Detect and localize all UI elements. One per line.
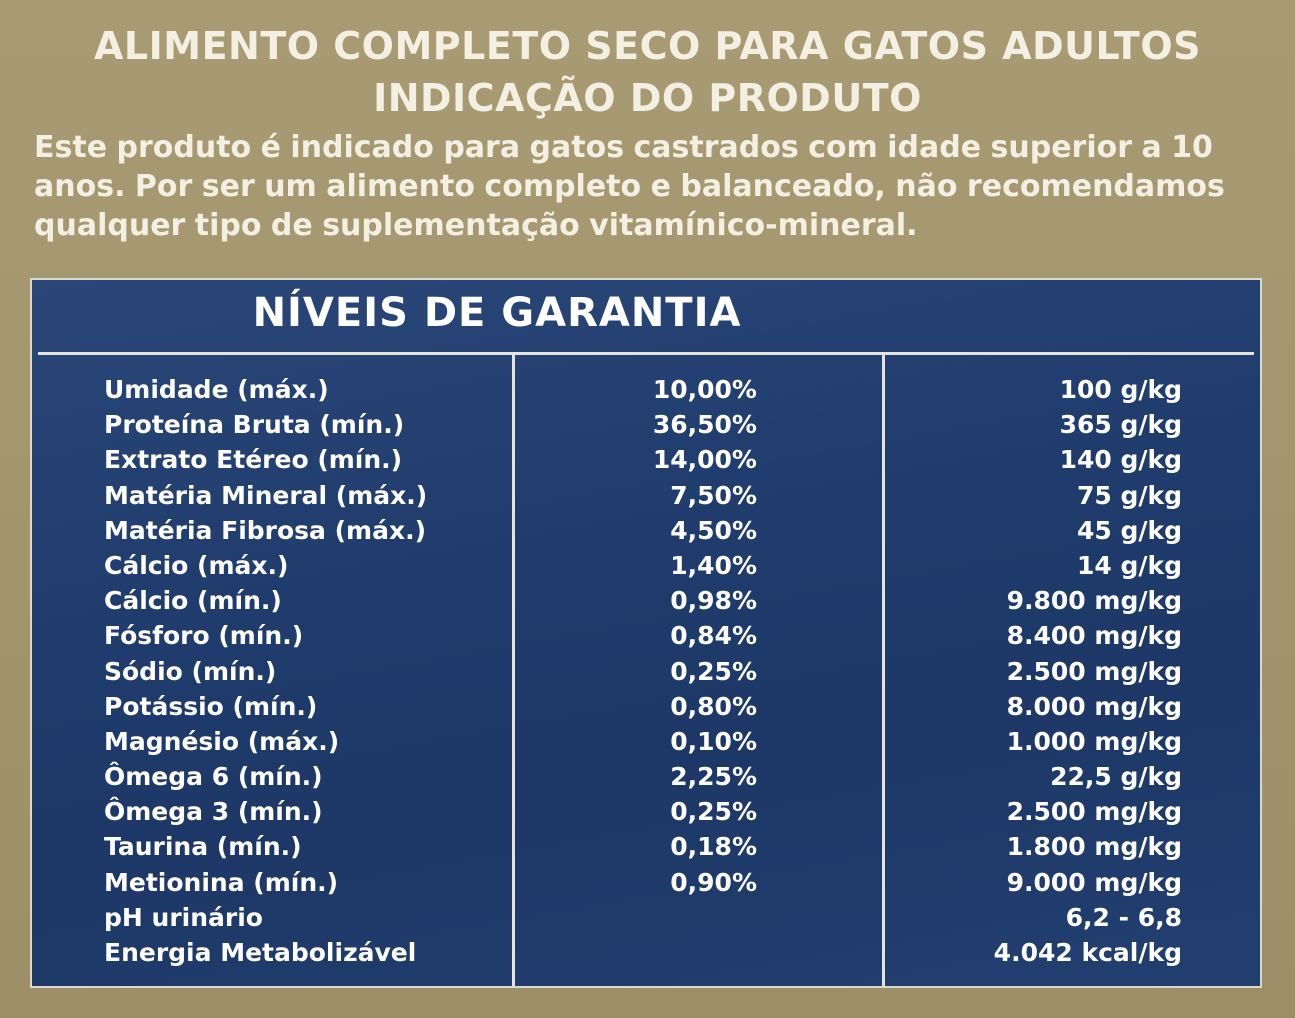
nutrient-name: Umidade (máx.)	[104, 375, 329, 404]
nutrient-percent: 1,40%	[670, 550, 757, 580]
nutrient-percent: 0,25%	[670, 797, 757, 827]
nutrient-amount: 2.500 mg/kg	[1006, 797, 1182, 827]
table-row: Proteína Bruta (mín.) 36,50% 365 g/kg	[32, 407, 1260, 442]
table-row: Umidade (máx.) 10,00% 100 g/kg	[32, 372, 1260, 407]
indication-heading: INDICAÇÃO DO PRODUTO	[373, 76, 922, 120]
nutrient-amount: 365 g/kg	[1059, 410, 1182, 440]
nutrient-name: Energia Metabolizável	[104, 938, 417, 967]
nutrient-percent: 14,00%	[652, 445, 757, 475]
nutrient-name: Matéria Mineral (máx.)	[104, 480, 428, 510]
guarantee-levels-title: NÍVEIS DE GARANTIA	[252, 290, 742, 336]
nutrient-amount: 8.400 mg/kg	[1006, 621, 1182, 651]
column-divider-2	[882, 352, 885, 986]
table-row: Ômega 3 (mín.) 0,25% 2.500 mg/kg	[32, 794, 1260, 829]
nutrient-amount: 9.000 mg/kg	[1006, 867, 1182, 897]
nutrient-percent: 4,50%	[670, 515, 757, 545]
nutrient-amount: 4.042 kcal/kg	[993, 938, 1182, 967]
guarantee-levels-panel: NÍVEIS DE GARANTIA Umidade (máx.) 10,00% 1…	[30, 278, 1262, 988]
nutrient-percent: 0,80%	[670, 691, 757, 721]
table-row: pH urinário 6,2 - 6,8	[32, 900, 1260, 935]
nutrient-name: Ômega 6 (mín.)	[104, 762, 323, 792]
header-divider	[38, 352, 1254, 355]
nutrient-name: Metionina (mín.)	[104, 867, 339, 897]
table-row: Cálcio (mín.) 0,98% 9.800 mg/kg	[32, 583, 1260, 618]
nutrient-percent: 0,84%	[670, 621, 757, 651]
table-row: Fósforo (mín.) 0,84% 8.400 mg/kg	[32, 618, 1260, 653]
nutrient-name: Magnésio (máx.)	[104, 726, 340, 756]
nutrient-amount: 75 g/kg	[1076, 480, 1182, 510]
nutrient-amount: 2.500 mg/kg	[1006, 656, 1182, 686]
table-row: Cálcio (máx.) 1,40% 14 g/kg	[32, 548, 1260, 583]
nutrient-percent: 36,50%	[652, 410, 757, 440]
nutrient-name: Extrato Etéreo (mín.)	[104, 445, 403, 475]
nutrient-percent: 2,25%	[670, 762, 757, 792]
nutrient-name: Fósforo (mín.)	[104, 621, 304, 651]
nutrient-percent: 0,18%	[670, 832, 757, 862]
nutrient-percent: 0,25%	[670, 656, 757, 686]
table-row: Ômega 6 (mín.) 2,25% 22,5 g/kg	[32, 759, 1260, 794]
nutrient-amount: 45 g/kg	[1076, 515, 1182, 545]
product-heading: ALIMENTO COMPLETO SECO PARA GATOS ADULTO…	[94, 24, 1201, 68]
table-row: Matéria Mineral (máx.) 7,50% 75 g/kg	[32, 478, 1260, 513]
nutrient-percent: 0,10%	[670, 726, 757, 756]
nutrient-amount: 22,5 g/kg	[1050, 762, 1182, 792]
nutrient-name: Taurina (mín.)	[104, 832, 302, 862]
nutrient-percent: 7,50%	[670, 480, 757, 510]
nutrient-percent: 10,00%	[652, 375, 757, 404]
nutrient-name: Matéria Fibrosa (máx.)	[104, 515, 427, 545]
nutrient-name: Cálcio (mín.)	[104, 586, 282, 616]
nutrient-amount: 14 g/kg	[1076, 550, 1182, 580]
nutrient-name: Proteína Bruta (mín.)	[104, 410, 405, 440]
table-row: Matéria Fibrosa (máx.) 4,50% 45 g/kg	[32, 513, 1260, 548]
indication-description: Este produto é indicado para gatos castr…	[34, 130, 1225, 243]
nutrient-amount: 9.800 mg/kg	[1006, 586, 1182, 616]
table-row: Metionina (mín.) 0,90% 9.000 mg/kg	[32, 865, 1260, 900]
table-row: Energia Metabolizável 4.042 kcal/kg	[32, 935, 1260, 970]
guarantee-table-rows: Umidade (máx.) 10,00% 100 g/kg Proteína Br…	[32, 372, 1260, 970]
nutrient-percent: 0,98%	[670, 586, 757, 616]
table-row: Extrato Etéreo (mín.) 14,00% 140 g/kg	[32, 442, 1260, 477]
nutrient-amount: 1.800 mg/kg	[1006, 832, 1182, 862]
nutrient-name: pH urinário	[104, 902, 263, 932]
nutrient-name: Ômega 3 (mín.)	[104, 797, 323, 827]
nutrient-name: Cálcio (máx.)	[104, 550, 289, 580]
nutrient-amount: 6,2 - 6,8	[1065, 902, 1182, 932]
table-row: Magnésio (máx.) 0,10% 1.000 mg/kg	[32, 724, 1260, 759]
nutrient-name: Potássio (mín.)	[104, 691, 318, 721]
nutrient-amount: 1.000 mg/kg	[1006, 726, 1182, 756]
table-row: Potássio (mín.) 0,80% 8.000 mg/kg	[32, 689, 1260, 724]
nutrient-name: Sódio (mín.)	[104, 656, 277, 686]
column-divider-1	[512, 352, 515, 986]
nutrient-amount: 8.000 mg/kg	[1006, 691, 1182, 721]
table-row: Taurina (mín.) 0,18% 1.800 mg/kg	[32, 829, 1260, 864]
nutrient-amount: 140 g/kg	[1059, 445, 1182, 475]
nutrient-amount: 100 g/kg	[1059, 375, 1182, 404]
nutrient-percent: 0,90%	[670, 867, 757, 897]
table-row: Sódio (mín.) 0,25% 2.500 mg/kg	[32, 654, 1260, 689]
